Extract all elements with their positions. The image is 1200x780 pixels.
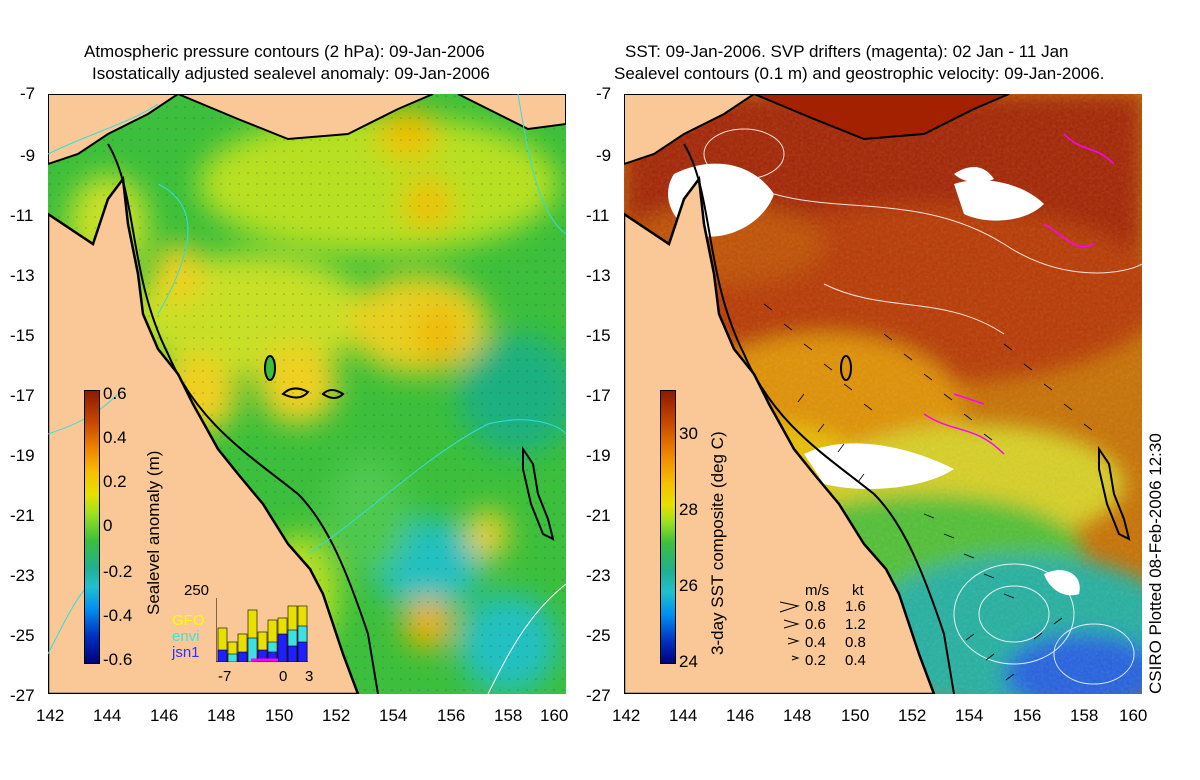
left-title-line1: Atmospheric pressure contours (2 hPa): 0… bbox=[84, 42, 485, 61]
left-lon-tick: 160 bbox=[540, 706, 569, 725]
vel-header-ms: m/s bbox=[805, 582, 830, 599]
sl-cbar-tick-6: -0.6 bbox=[103, 650, 133, 669]
sealevel-colorbar bbox=[84, 390, 100, 664]
right-lat-tick: -7 bbox=[596, 84, 612, 103]
left-lat-tick: -7 bbox=[20, 84, 36, 103]
sst-colorbar bbox=[660, 390, 676, 664]
right-lon-tick: 156 bbox=[1013, 706, 1042, 725]
sst-cbar-tick-2: 26 bbox=[679, 576, 698, 595]
right-lat-tick: -25 bbox=[586, 626, 611, 645]
right-lon-tick: 148 bbox=[783, 706, 812, 725]
left-lat-tick: -25 bbox=[10, 626, 35, 645]
right-lon-tick: 160 bbox=[1119, 706, 1148, 725]
left-lat-tick: -17 bbox=[10, 386, 35, 405]
left-lat-tick: -13 bbox=[10, 266, 35, 285]
sst-colorbar-label: 3-day SST composite (deg C) bbox=[708, 431, 727, 655]
left-lat-tick: -15 bbox=[10, 326, 35, 345]
sl-cbar-tick-2: 0.2 bbox=[103, 472, 127, 491]
vel-row-2-ms: 0.4 bbox=[805, 634, 826, 651]
vel-row-0-kt: 1.6 bbox=[845, 598, 866, 615]
right-lon-tick: 158 bbox=[1070, 706, 1099, 725]
left-lat-tick: -27 bbox=[10, 686, 35, 705]
left-lat-tick: -23 bbox=[10, 566, 35, 585]
right-lat-tick: -9 bbox=[596, 146, 612, 165]
inset-sat-jsn1: jsn1 bbox=[172, 644, 200, 661]
vel-header-kt: kt bbox=[852, 582, 864, 599]
sst-map bbox=[624, 94, 1142, 694]
inset-xtick-2: 3 bbox=[305, 668, 314, 685]
sealevel-colorbar-label: Sealevel anomaly (m) bbox=[144, 450, 163, 615]
left-lat-tick: -19 bbox=[10, 446, 35, 465]
vel-row-2-kt: 0.8 bbox=[845, 634, 866, 651]
left-lon-tick: 152 bbox=[322, 706, 351, 725]
vel-arrow-icons bbox=[779, 601, 800, 661]
right-lat-tick: -19 bbox=[586, 446, 611, 465]
inset-sat-envi: envi bbox=[172, 628, 200, 645]
plot-credit: CSIRO Plotted 08-Feb-2006 12:30 bbox=[1146, 433, 1165, 694]
left-lon-tick: 146 bbox=[150, 706, 179, 725]
right-lat-tick: -23 bbox=[586, 566, 611, 585]
sst-cbar-tick-3: 24 bbox=[679, 652, 698, 671]
right-lon-tick: 150 bbox=[841, 706, 870, 725]
right-lon-tick: 142 bbox=[612, 706, 641, 725]
inset-sat-gfo: GFO bbox=[172, 612, 205, 629]
right-title-line2: Sealevel contours (0.1 m) and geostrophi… bbox=[614, 64, 1105, 83]
sst-cbar-tick-0: 30 bbox=[679, 424, 698, 443]
left-lat-tick: -21 bbox=[10, 506, 35, 525]
right-lat-tick: -21 bbox=[586, 506, 611, 525]
right-lat-tick: -11 bbox=[586, 206, 610, 225]
sl-cbar-tick-5: -0.4 bbox=[103, 606, 133, 625]
left-title-line2: Isostatically adjusted sealevel anomaly:… bbox=[92, 64, 490, 83]
left-lon-tick: 142 bbox=[36, 706, 65, 725]
right-lat-tick: -17 bbox=[586, 386, 611, 405]
inset-ymax: 250 bbox=[184, 582, 210, 599]
inset-xtick-1: 0 bbox=[279, 668, 288, 685]
left-lon-tick: 144 bbox=[93, 706, 122, 725]
left-lon-tick: 156 bbox=[437, 706, 466, 725]
sealevel-anomaly-map bbox=[48, 94, 566, 694]
right-lon-tick: 144 bbox=[669, 706, 698, 725]
sl-cbar-tick-0: 0.6 bbox=[103, 384, 127, 403]
sst-cbar-tick-1: 28 bbox=[679, 500, 698, 519]
vel-row-3-ms: 0.2 bbox=[805, 652, 826, 669]
vel-row-3-kt: 0.4 bbox=[845, 652, 866, 669]
right-lat-tick: -27 bbox=[586, 686, 611, 705]
inset-bar-chart bbox=[215, 598, 308, 663]
right-lon-tick: 152 bbox=[898, 706, 927, 725]
vel-row-0-ms: 0.8 bbox=[805, 598, 826, 615]
right-lon-tick: 146 bbox=[726, 706, 755, 725]
right-lat-tick: -15 bbox=[586, 326, 611, 345]
left-lon-tick: 154 bbox=[379, 706, 408, 725]
sl-cbar-tick-1: 0.4 bbox=[103, 428, 127, 447]
right-lat-tick: -13 bbox=[586, 266, 611, 285]
left-lon-tick: 150 bbox=[265, 706, 294, 725]
left-lat-tick: -9 bbox=[20, 146, 36, 165]
vel-row-1-ms: 0.6 bbox=[805, 616, 826, 633]
left-lon-tick: 158 bbox=[494, 706, 523, 725]
inset-xtick-0: -7 bbox=[218, 668, 232, 685]
sl-cbar-tick-4: -0.2 bbox=[103, 562, 133, 581]
sl-cbar-tick-3: 0 bbox=[103, 516, 113, 535]
vel-row-1-kt: 1.2 bbox=[845, 616, 866, 633]
left-lon-tick: 148 bbox=[207, 706, 236, 725]
right-lon-tick: 154 bbox=[955, 706, 984, 725]
left-lat-tick: -11 bbox=[10, 206, 34, 225]
right-title-line1: SST: 09-Jan-2006. SVP drifters (magenta)… bbox=[625, 42, 1069, 61]
